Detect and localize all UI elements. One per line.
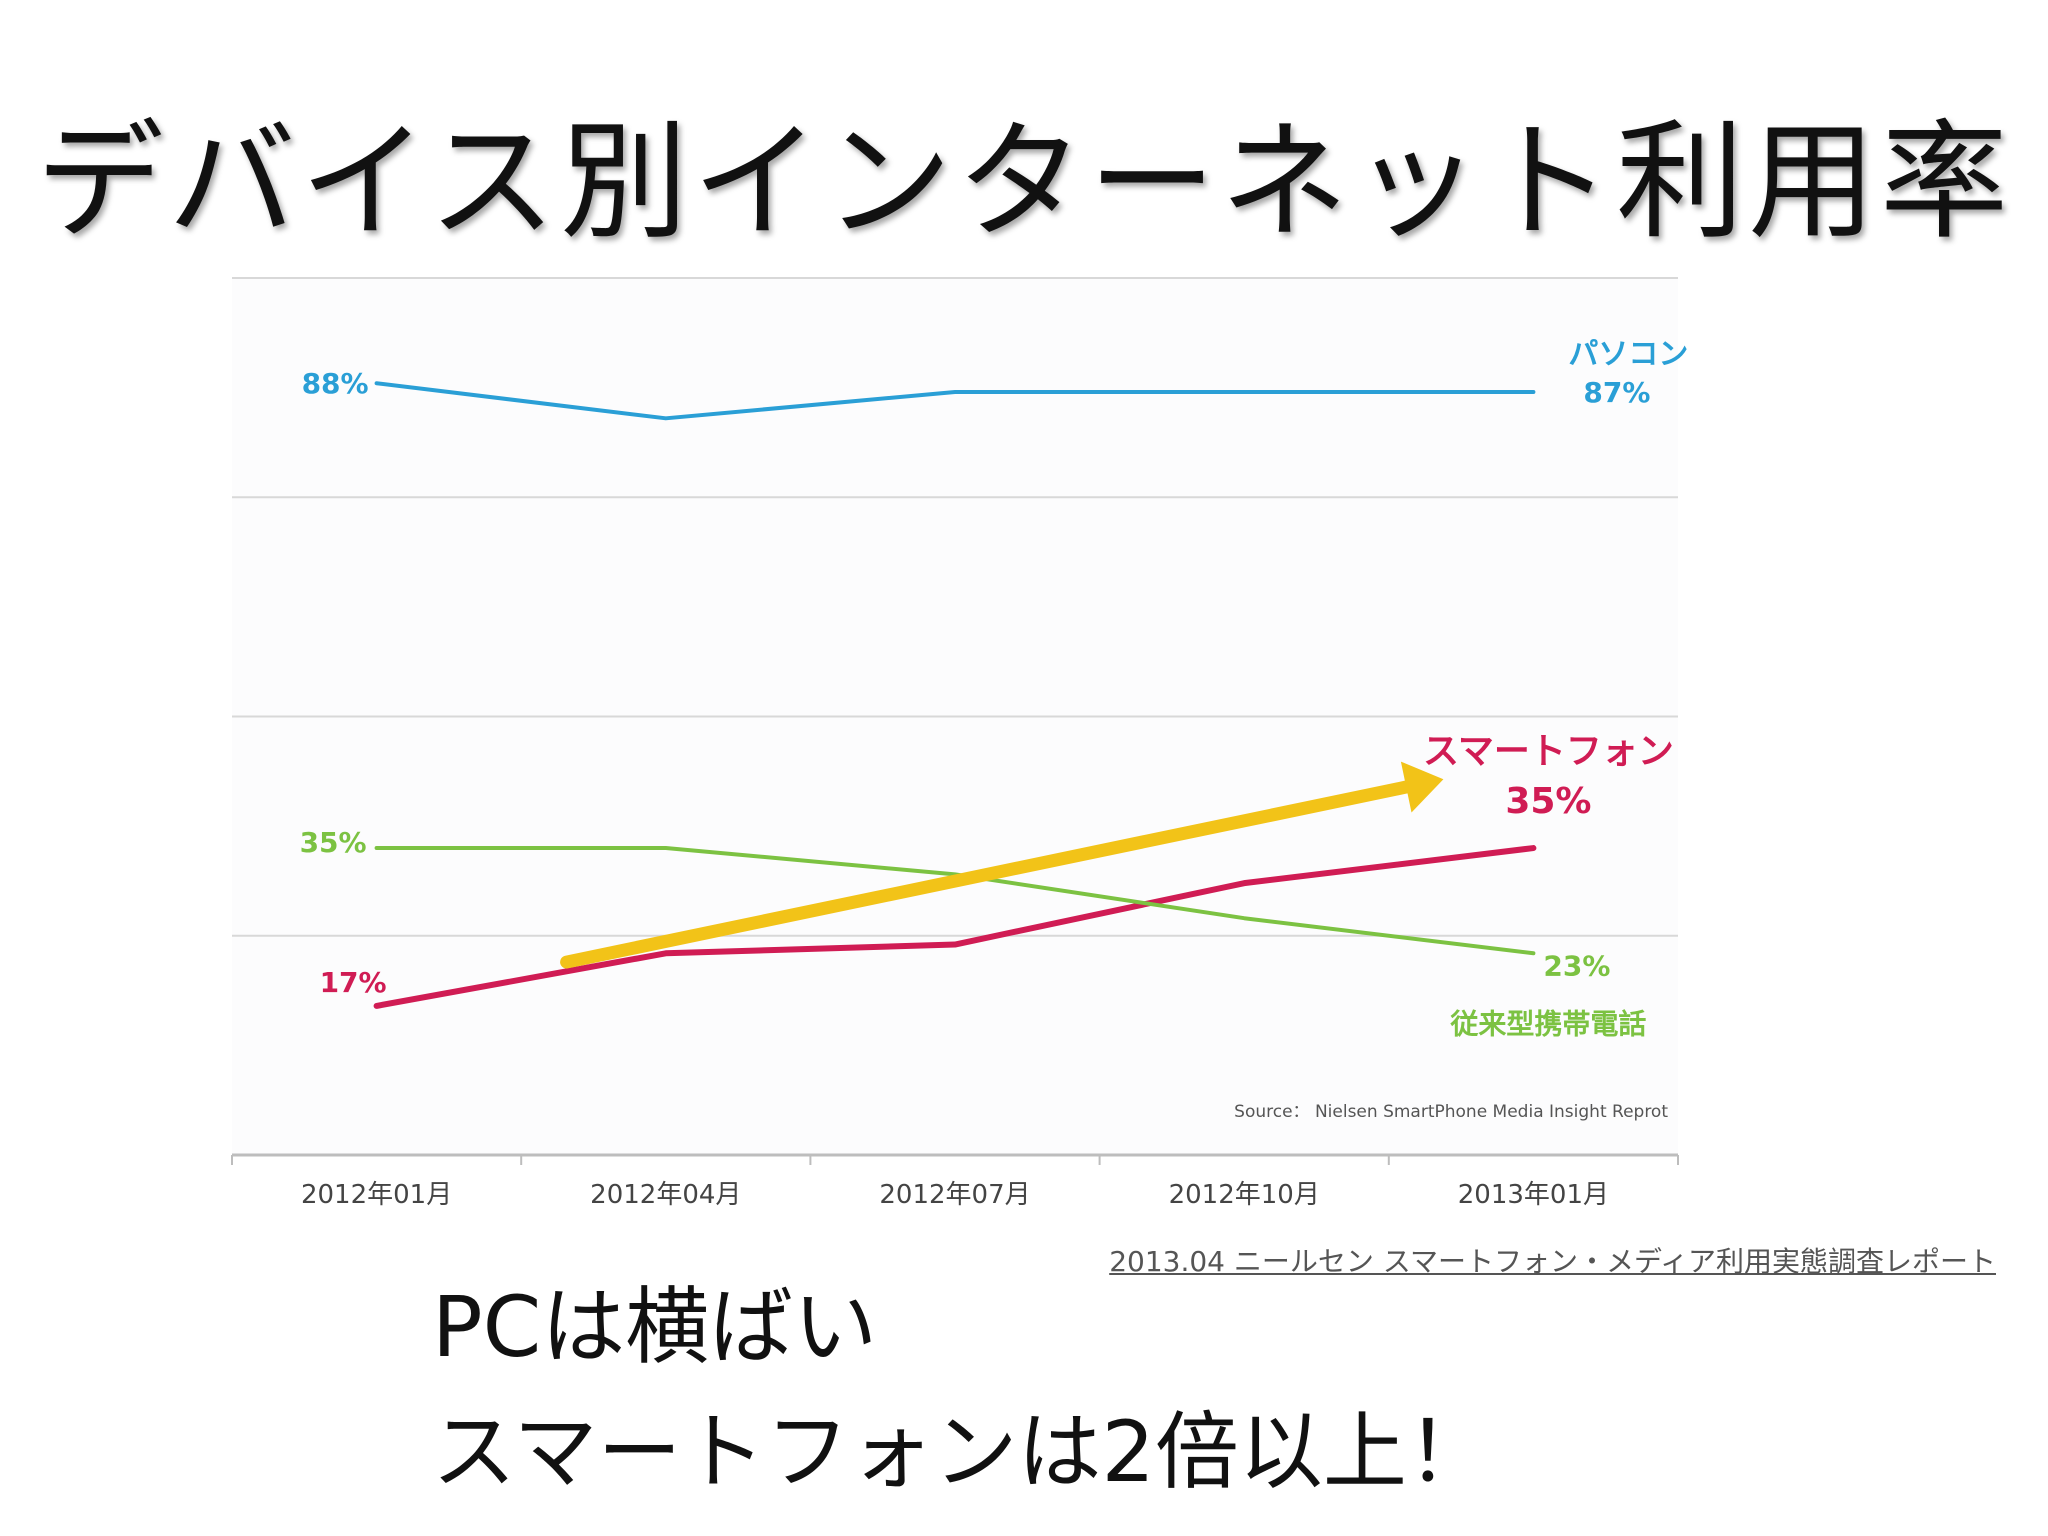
pc-start-value-label: 88% [302, 367, 369, 400]
x-tick-label: 2012年07月 [879, 1180, 1030, 1210]
x-tick-label: 2012年10月 [1169, 1180, 1320, 1210]
feature-phone-series-label: 従来型携帯電話 [1449, 1007, 1646, 1040]
smartphone-series-label: スマートフォン [1423, 731, 1674, 772]
trend-arrow-head [1400, 761, 1444, 813]
conclusion-smartphone-doubled: スマートフォンは2倍以上！ [432, 1403, 1491, 1501]
feature-phone-start-value-label: 35% [300, 826, 367, 859]
slide-title: デバイス別インターネット利用率 [35, 108, 2013, 257]
conclusion-pc-flat: PCは横ばい [432, 1278, 878, 1376]
chart-source-note: Source： Nielsen SmartPhone Media Insight… [1234, 1102, 1668, 1122]
x-tick-label: 2012年04月 [590, 1180, 741, 1210]
feature-phone-end-value-label: 23% [1543, 949, 1610, 982]
pc-series-label: パソコン [1568, 337, 1688, 372]
smartphone-start-value-label: 17% [320, 966, 387, 999]
x-tick-label: 2012年01月 [301, 1180, 452, 1210]
trend-arrow-shaft [560, 780, 1413, 969]
pc-end-value-label: 87% [1583, 376, 1650, 409]
x-tick-label: 2013年01月 [1458, 1180, 1609, 1210]
smartphone-end-value-label: 35% [1505, 781, 1591, 822]
source-report-link[interactable]: 2013.04 ニールセン スマートフォン・メディア利用実態調査レポート [1109, 1245, 1996, 1278]
device-usage-line-chart: 2012年01月 2012年04月 2012年07月 2012年10月 2013年01月… [231, 277, 1688, 1210]
